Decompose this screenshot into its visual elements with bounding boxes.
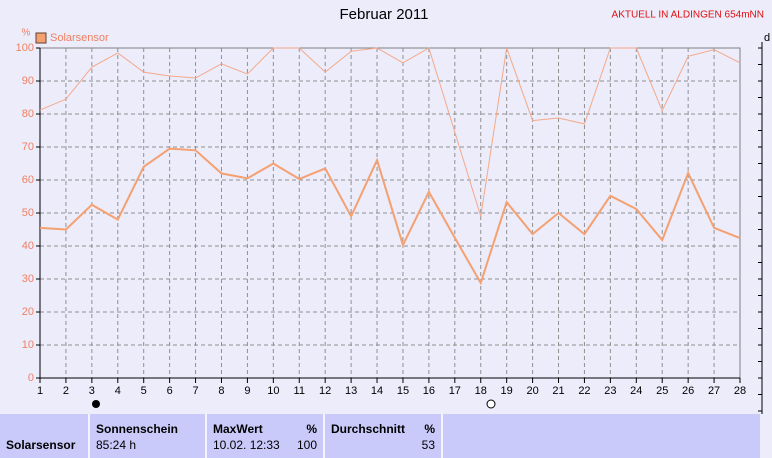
chart-title: Februar 2011 bbox=[340, 6, 429, 23]
row-label-cell: Solarsensor bbox=[0, 414, 88, 458]
cell-title: Durchschnitt bbox=[331, 422, 406, 436]
y-tick-label: 80 bbox=[22, 108, 34, 120]
x-tick-label: 12 bbox=[319, 385, 331, 397]
x-tick-label: 8 bbox=[218, 385, 224, 397]
y-tick-label: 100 bbox=[16, 42, 34, 54]
x-tick-label: 4 bbox=[115, 385, 121, 397]
cell-unit: % bbox=[424, 422, 435, 436]
full-moon-icon bbox=[486, 399, 496, 409]
cell-title: Sonnenschein bbox=[96, 422, 179, 436]
x-tick-label: 26 bbox=[682, 385, 694, 397]
y-tick-label: 20 bbox=[22, 306, 34, 318]
x-tick-label: 22 bbox=[578, 385, 590, 397]
cell-value: 53 bbox=[421, 438, 435, 452]
x-tick-label: 11 bbox=[294, 385, 305, 397]
max-cell: MaxWert % 10.02. 12:33 100 bbox=[205, 414, 323, 458]
chart: Februar 2011 AKTUELL IN ALDINGEN 654mNN … bbox=[16, 6, 770, 414]
right-ticks bbox=[758, 47, 762, 412]
x-tick-label: 25 bbox=[656, 385, 668, 397]
x-tick-label: 16 bbox=[423, 385, 435, 397]
sunshine-cell: Sonnenschein 85:24 h bbox=[88, 414, 205, 458]
x-tick-label: 3 bbox=[89, 385, 95, 397]
x-tick-label: 20 bbox=[526, 385, 538, 397]
y-tick-label: 40 bbox=[22, 240, 34, 252]
x-tick-label: 14 bbox=[371, 385, 383, 397]
x-tick-label: 28 bbox=[734, 385, 746, 397]
new-moon-icon bbox=[92, 400, 100, 408]
x-tick-label: 5 bbox=[141, 385, 147, 397]
x-tick-label: 18 bbox=[475, 385, 487, 397]
x-tick-label: 13 bbox=[345, 385, 357, 397]
cell-value: 100 bbox=[296, 438, 317, 452]
y-axis-label: % bbox=[22, 28, 31, 39]
data-line bbox=[39, 47, 741, 217]
cell-unit: % bbox=[306, 422, 317, 436]
y-tick-label: 60 bbox=[22, 174, 34, 186]
legend-label: Solarsensor bbox=[50, 32, 109, 44]
x-tick-label: 1 bbox=[37, 385, 43, 397]
x-tick-label: 10 bbox=[267, 385, 279, 397]
summary-table: Solarsensor Sonnenschein 85:24 h MaxWert… bbox=[0, 414, 772, 458]
y-tick-label: 50 bbox=[22, 207, 34, 219]
x-tick-label: 2 bbox=[63, 385, 69, 397]
x-tick-label: 15 bbox=[397, 385, 409, 397]
legend-swatch bbox=[35, 32, 47, 44]
cell-title: MaxWert bbox=[213, 422, 263, 436]
cell-date: 10.02. 12:33 bbox=[213, 438, 280, 452]
data-line bbox=[39, 147, 741, 286]
x-tick-label: 19 bbox=[501, 385, 513, 397]
y2-axis-label: d bbox=[764, 32, 770, 44]
y-tick-label: 70 bbox=[22, 141, 34, 153]
empty-cell bbox=[441, 414, 760, 458]
x-tick-label: 23 bbox=[604, 385, 616, 397]
x-tick-label: 9 bbox=[244, 385, 250, 397]
x-tick-label: 6 bbox=[167, 385, 173, 397]
row-label: Solarsensor bbox=[6, 438, 76, 452]
y-tick-label: 30 bbox=[22, 273, 34, 285]
y-tick-label: 90 bbox=[22, 75, 34, 87]
x-tick-label: 27 bbox=[708, 385, 720, 397]
avg-cell: Durchschnitt % 53 bbox=[323, 414, 441, 458]
x-tick-label: 21 bbox=[552, 385, 564, 397]
y-tick-label: 0 bbox=[28, 372, 34, 384]
x-tick-label: 17 bbox=[449, 385, 461, 397]
station-label: AKTUELL IN ALDINGEN 654mNN bbox=[612, 10, 764, 21]
x-tick-label: 24 bbox=[630, 385, 642, 397]
cell-value: 85:24 h bbox=[96, 438, 137, 452]
y-tick-label: 10 bbox=[22, 339, 34, 351]
x-tick-label: 7 bbox=[192, 385, 198, 397]
